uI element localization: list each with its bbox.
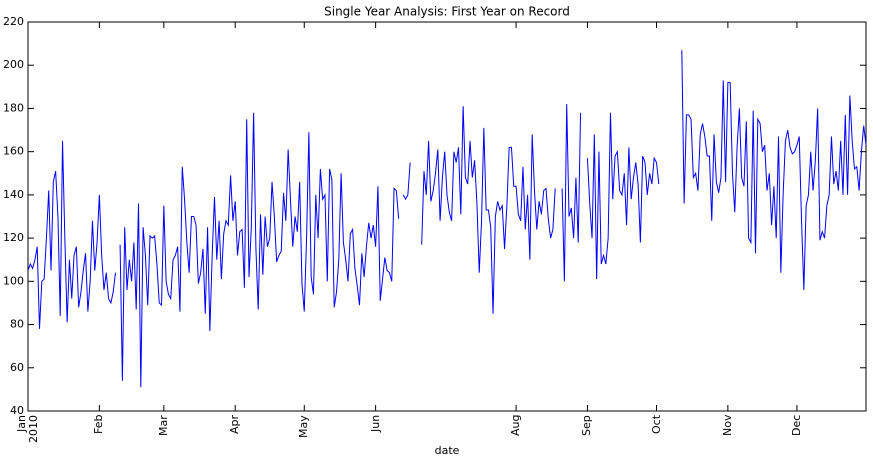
x-tick-label: Jun [368,415,382,433]
data-line [27,50,867,388]
chart-title: Single Year Analysis: First Year on Reco… [324,5,570,19]
x-tick-label: Sep [580,415,594,436]
x-axis-label: date [435,444,460,457]
y-tick-label: 80 [10,318,24,331]
plot-frame [27,21,867,412]
y-tick-label: 220 [3,15,24,28]
x-tick-label: Jan 2010 [15,415,40,443]
x-tick-label: Oct [649,415,663,435]
y-tick-label: 100 [3,274,24,287]
y-tick-label: 40 [10,404,24,417]
y-tick-label: 180 [3,101,24,114]
y-tick-label: 160 [3,145,24,158]
y-tick-label: 140 [3,188,24,201]
x-tick-label: Nov [720,415,734,437]
x-tick-label: Aug [509,415,523,437]
x-tick-label: Mar [156,415,170,436]
x-tick-label: Dec [789,415,803,437]
x-tick-label: Apr [228,415,242,435]
x-tick-label: Feb [92,415,106,435]
y-tick-label: 200 [3,58,24,71]
y-tick-label: 60 [10,361,24,374]
x-tick-label: May [297,415,311,438]
y-tick-label: 120 [3,231,24,244]
